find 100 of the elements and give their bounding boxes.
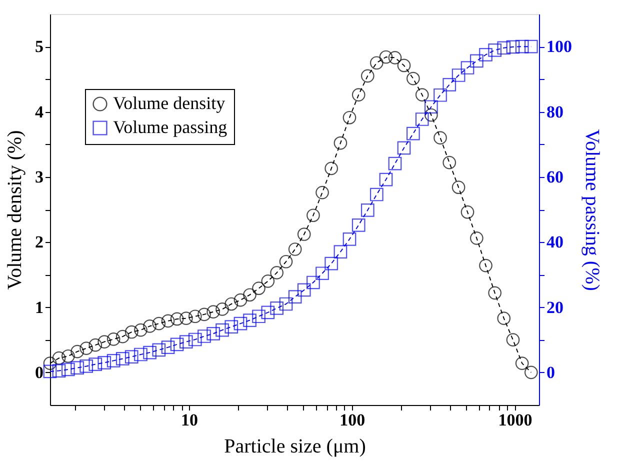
point: [179, 312, 193, 325]
y2-tick-label: 0: [546, 362, 555, 382]
point: [98, 335, 112, 348]
point: [261, 274, 275, 288]
y-tick-label: 2: [35, 232, 44, 252]
y-tick-label: 0: [35, 362, 44, 382]
y2-tick-label: 100: [546, 37, 572, 56]
y2-tick-label: 80: [546, 102, 564, 122]
point: [106, 332, 120, 346]
point: [506, 40, 520, 54]
point: [206, 326, 220, 340]
point: [524, 366, 538, 380]
point: [61, 362, 75, 376]
y-tick-label: 1: [35, 298, 44, 317]
legend-label: Volume passing: [113, 117, 228, 137]
point: [515, 40, 529, 54]
point: [334, 245, 348, 259]
point: [116, 352, 130, 366]
point: [297, 228, 311, 241]
point: [352, 88, 366, 102]
point: [234, 316, 248, 330]
point: [397, 141, 411, 155]
point: [424, 100, 438, 114]
point: [52, 351, 66, 365]
point: [116, 330, 130, 344]
point: [43, 356, 57, 370]
point: [234, 293, 248, 307]
point: [43, 364, 57, 378]
point: [198, 308, 211, 322]
point: [152, 343, 166, 357]
point: [124, 325, 138, 339]
point: [224, 297, 238, 311]
point: [406, 126, 420, 140]
point: [316, 266, 329, 280]
point: [134, 323, 148, 337]
point: [515, 356, 529, 370]
y-tick-label: 3: [35, 167, 44, 186]
point: [224, 320, 238, 334]
point: [479, 258, 492, 272]
point: [80, 360, 93, 373]
point: [434, 131, 447, 144]
point: [334, 136, 348, 150]
point: [360, 69, 374, 83]
y-tick-label: 5: [35, 37, 44, 56]
point: [88, 358, 102, 371]
point: [152, 316, 166, 330]
point: [70, 344, 84, 358]
point: [370, 188, 384, 202]
point: [488, 43, 502, 57]
point: [442, 156, 456, 170]
y-tick-label: 4: [35, 102, 44, 122]
point: [297, 283, 311, 297]
point: [388, 51, 402, 64]
point: [460, 61, 474, 74]
point: [270, 302, 284, 315]
point: [88, 338, 102, 352]
point: [124, 350, 138, 364]
point: [352, 218, 366, 232]
point: [106, 354, 120, 368]
point: [442, 78, 456, 92]
point: [342, 232, 356, 246]
point: [252, 310, 266, 324]
point: [497, 312, 511, 325]
point: [415, 88, 429, 102]
y2-tick-label: 60: [546, 167, 564, 186]
point: [316, 186, 329, 200]
point: [188, 310, 202, 324]
point: [342, 110, 356, 124]
point: [243, 288, 256, 302]
point: [506, 333, 520, 346]
point: [279, 254, 293, 268]
point: [306, 208, 320, 222]
point: [434, 88, 447, 102]
point: [488, 286, 502, 300]
point: [80, 342, 93, 355]
point: [143, 346, 156, 360]
point: [52, 364, 66, 378]
y-axis-title: Volume density (%): [4, 130, 26, 290]
point: [270, 266, 284, 280]
point: [170, 338, 184, 352]
point: [243, 314, 256, 327]
point: [497, 41, 511, 55]
x-tick-label: 100: [340, 410, 366, 430]
point: [479, 48, 492, 62]
y2-tick-label: 20: [546, 298, 564, 317]
point: [397, 58, 411, 72]
point: [179, 335, 193, 348]
point: [452, 68, 466, 82]
point: [452, 180, 466, 194]
point: [252, 282, 266, 296]
point: [206, 305, 220, 318]
point: [61, 349, 75, 363]
point: [161, 340, 175, 354]
point: [98, 356, 112, 370]
point: [379, 50, 393, 64]
x-tick-label: 10: [181, 410, 198, 430]
y2-tick-label: 40: [546, 232, 564, 252]
point: [134, 348, 148, 362]
point: [70, 361, 84, 375]
point: [188, 332, 202, 346]
